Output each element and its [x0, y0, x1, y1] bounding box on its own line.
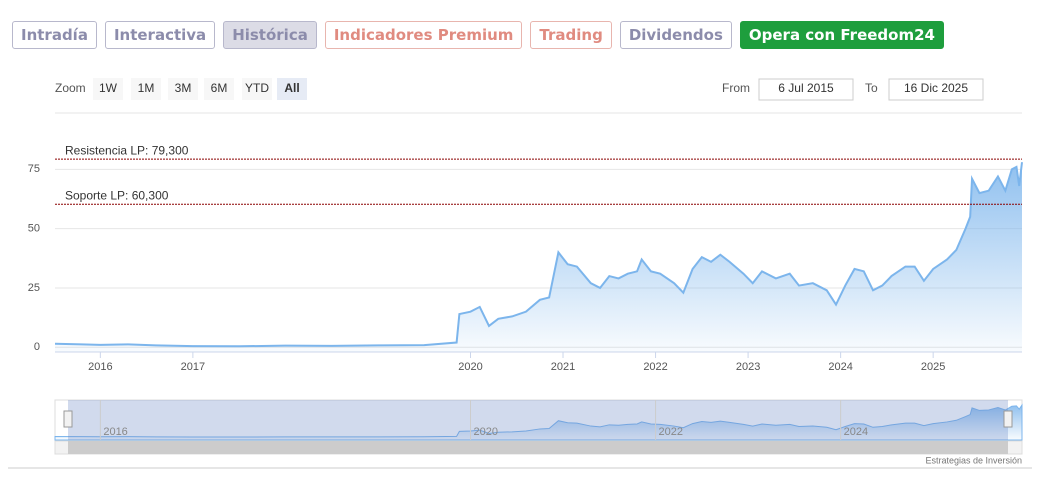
zoom-button[interactable]: [242, 78, 272, 100]
to-value[interactable]: 16 Dic 2025: [904, 81, 968, 95]
tab[interactable]: Dividendos: [619, 21, 732, 49]
y-tick-label: 0: [34, 341, 40, 353]
to-label: To: [865, 81, 878, 95]
zoom-button[interactable]: [168, 78, 198, 100]
x-tick-label: 2017: [181, 361, 205, 373]
navigator-handle[interactable]: [63, 410, 73, 428]
navigator-handle[interactable]: [1003, 410, 1013, 428]
navigator-tick-label: 2020: [473, 426, 497, 438]
x-tick-label: 2020: [458, 361, 482, 373]
zoom-button-label[interactable]: 1M: [138, 81, 155, 95]
x-tick-label: 2016: [88, 361, 112, 373]
tab[interactable]: Histórica: [223, 21, 317, 49]
area-fill: [55, 162, 1022, 352]
x-tick-label: 2022: [643, 361, 667, 373]
tab[interactable]: Trading: [530, 21, 612, 49]
zoom-button-label[interactable]: 6M: [211, 81, 228, 95]
tab[interactable]: Interactiva: [104, 21, 216, 49]
to-input[interactable]: [888, 78, 984, 101]
scrollbar-thumb[interactable]: [68, 441, 1008, 454]
tab[interactable]: Intradía: [12, 21, 97, 49]
navigator-tick-label: 2016: [103, 426, 127, 438]
zoom-button-label[interactable]: 1W: [99, 81, 118, 95]
zoom-button-label[interactable]: All: [284, 81, 299, 95]
zoom-button[interactable]: [131, 78, 161, 100]
navigator-bg: [54, 399, 1023, 441]
y-tick-label: 50: [28, 223, 40, 235]
x-tick-label: 2025: [921, 361, 945, 373]
from-label: From: [722, 81, 750, 95]
zoom-button-label[interactable]: YTD: [245, 81, 269, 95]
navigator-tick-label: 2024: [844, 426, 868, 438]
from-input[interactable]: [758, 78, 854, 101]
x-tick-label: 2021: [551, 361, 575, 373]
area-line: [54, 162, 1023, 348]
plot-line-label: Soporte LP: 60,300: [65, 188, 169, 202]
navigator-mask: [68, 400, 1008, 440]
scrollbar-track: [54, 440, 1023, 455]
navigator-area: [54, 403, 1023, 441]
zoom-label: Zoom: [55, 81, 86, 95]
credits: Estrategias de Inversión: [925, 455, 1022, 465]
zoom-button-label[interactable]: 3M: [175, 81, 192, 95]
zoom-button[interactable]: [204, 78, 234, 100]
y-tick-label: 75: [28, 163, 40, 175]
zoom-button[interactable]: [93, 78, 123, 100]
y-tick-label: 25: [28, 282, 40, 294]
navigator-tick-label: 2022: [659, 426, 683, 438]
x-tick-label: 2023: [736, 361, 760, 373]
x-tick-label: 2024: [828, 361, 852, 373]
tab[interactable]: Indicadores Premium: [324, 21, 523, 49]
plot-line-label: Resistencia LP: 79,300: [65, 143, 189, 157]
zoom-button[interactable]: [277, 78, 307, 100]
tab-bar: Intradía Interactiva Histórica Indicadores …: [12, 21, 944, 49]
from-value[interactable]: 6 Jul 2015: [778, 81, 834, 95]
tab[interactable]: Opera con Freedom24: [739, 21, 944, 49]
